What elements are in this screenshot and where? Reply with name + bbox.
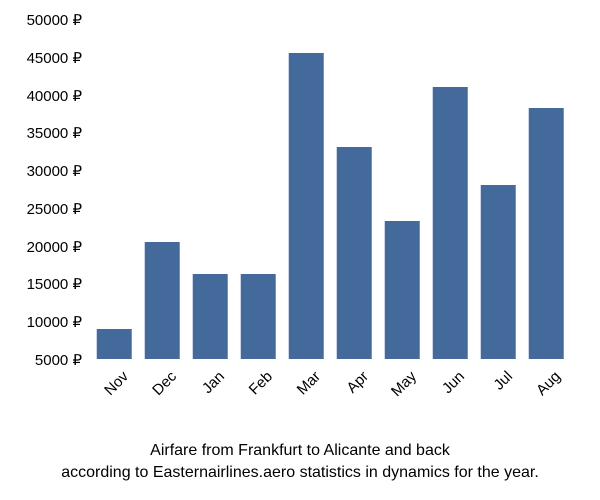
bar xyxy=(289,53,324,359)
x-tick-label: Nov xyxy=(101,368,132,399)
x-tick-label: Dec xyxy=(149,368,180,399)
y-tick-label: 15000 ₽ xyxy=(27,275,90,293)
y-tick-label: 40000 ₽ xyxy=(27,87,90,105)
plot-area: 5000 ₽10000 ₽15000 ₽20000 ₽25000 ₽30000 … xyxy=(90,20,570,360)
caption-line-2: according to Easternairlines.aero statis… xyxy=(61,464,539,481)
bar xyxy=(337,147,372,359)
bar xyxy=(385,221,420,359)
y-tick-label: 50000 ₽ xyxy=(27,11,90,29)
x-tick-label: Jul xyxy=(490,368,516,394)
bar xyxy=(481,185,516,359)
y-tick-label: 35000 ₽ xyxy=(27,124,90,142)
x-axis-labels: Nov Dec Jan Feb Mar Apr May Jun Jul Aug xyxy=(90,360,570,430)
x-tick-label: Jan xyxy=(199,368,228,397)
x-tick-label: Mar xyxy=(294,368,324,398)
bar xyxy=(433,87,468,359)
y-tick-label: 30000 ₽ xyxy=(27,162,90,180)
bar xyxy=(529,108,564,359)
caption-line-1: Airfare from Frankfurt to Alicante and b… xyxy=(150,442,450,459)
x-tick-label: Feb xyxy=(246,368,276,398)
bar xyxy=(241,274,276,359)
x-tick-label: Aug xyxy=(533,368,564,399)
y-tick-label: 25000 ₽ xyxy=(27,200,90,218)
y-tick-label: 10000 ₽ xyxy=(27,313,90,331)
y-tick-label: 45000 ₽ xyxy=(27,49,90,67)
x-tick-label: May xyxy=(388,368,420,400)
y-tick-label: 5000 ₽ xyxy=(35,351,90,369)
x-tick-label: Jun xyxy=(439,368,468,397)
y-tick-label: 20000 ₽ xyxy=(27,238,90,256)
bar xyxy=(145,242,180,359)
bar xyxy=(193,274,228,359)
x-tick-label: Apr xyxy=(343,368,372,397)
chart-caption: Airfare from Frankfurt to Alicante and b… xyxy=(0,440,600,483)
airfare-bar-chart: 5000 ₽ 10000 ₽ 15000 ₽ 20000 ₽ 25000 ₽ 30000 … xyxy=(0,0,600,500)
bar xyxy=(97,329,132,359)
